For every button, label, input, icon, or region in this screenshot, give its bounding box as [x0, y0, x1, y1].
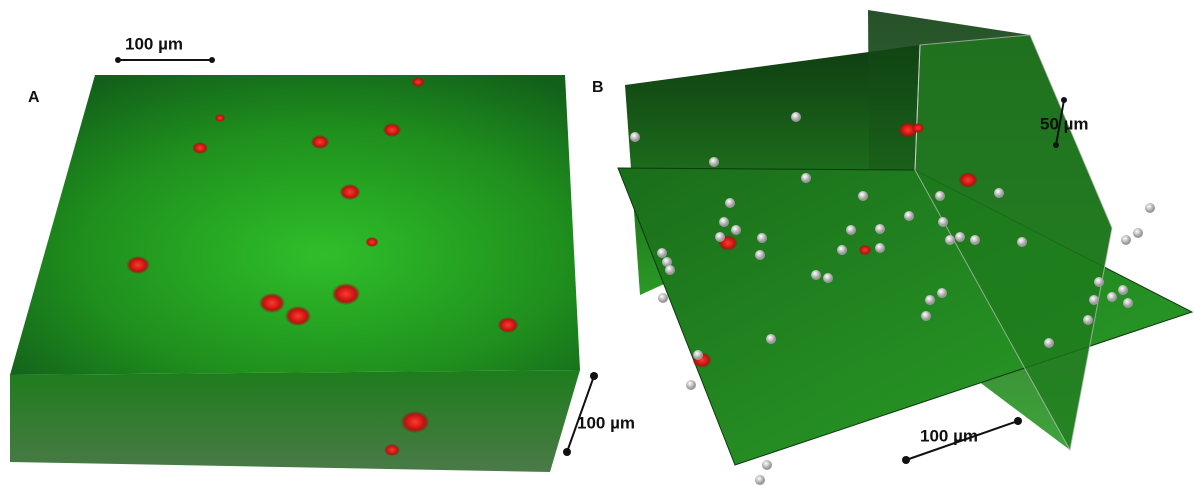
cell — [383, 123, 401, 137]
sphere — [719, 217, 729, 227]
cell — [215, 114, 225, 122]
cell — [285, 306, 311, 326]
sphere — [858, 191, 868, 201]
sphere — [837, 245, 847, 255]
sphere — [755, 475, 765, 485]
scale-bar-label: 100 µm — [577, 413, 635, 432]
sphere — [1118, 285, 1128, 295]
scale-bar-label: 100 µm — [920, 426, 978, 445]
sphere — [725, 198, 735, 208]
sphere — [935, 191, 945, 201]
sphere — [875, 243, 885, 253]
scale-bar-end — [115, 57, 121, 63]
cell — [366, 237, 379, 247]
sphere — [925, 295, 935, 305]
cell — [401, 411, 430, 433]
cell — [958, 172, 977, 188]
sphere — [1094, 277, 1104, 287]
panel-label: B — [592, 79, 604, 96]
sphere — [945, 235, 955, 245]
sphere — [1017, 237, 1027, 247]
cell — [192, 142, 208, 154]
sphere — [715, 232, 725, 242]
sphere — [921, 311, 931, 321]
sphere — [823, 273, 833, 283]
sphere — [937, 288, 947, 298]
sphere — [846, 225, 856, 235]
sphere — [791, 112, 801, 122]
scale-bar-end — [1053, 142, 1059, 148]
scale-bar-end — [563, 448, 571, 456]
sphere — [757, 233, 767, 243]
page: {"panels": [ {"label": "A", "scale_bars"… — [0, 0, 1194, 485]
sphere — [1083, 315, 1093, 325]
cell — [126, 256, 149, 274]
sphere — [762, 460, 772, 470]
scale-bar-end — [902, 456, 910, 464]
scale-bar-label: 50 µm — [1040, 114, 1089, 133]
sphere — [904, 211, 914, 221]
cell — [259, 293, 285, 313]
scale-bar-label: 100 µm — [125, 34, 183, 53]
sphere — [1121, 235, 1131, 245]
cell — [412, 77, 425, 87]
figure: 100 µm A 100 µm B 50 µm 100 µm — [0, 0, 1194, 485]
scale-bar-end — [209, 57, 215, 63]
volume-top — [10, 75, 580, 375]
sphere — [658, 293, 668, 303]
cell — [498, 317, 519, 333]
sphere — [665, 265, 675, 275]
sphere — [657, 248, 667, 258]
sphere — [1107, 292, 1117, 302]
cell — [912, 123, 925, 133]
sphere — [1089, 295, 1099, 305]
scale-bar-end — [1061, 97, 1067, 103]
sphere — [1133, 228, 1143, 238]
sphere — [875, 224, 885, 234]
panel-label: A — [28, 89, 40, 106]
sphere — [994, 188, 1004, 198]
sphere — [1145, 203, 1155, 213]
cell — [859, 245, 872, 255]
sphere — [709, 157, 719, 167]
sphere — [755, 250, 765, 260]
cell — [384, 444, 400, 456]
sphere — [731, 225, 741, 235]
sphere — [766, 334, 776, 344]
scale-bar-end — [590, 372, 598, 380]
volume-side — [10, 370, 580, 472]
sphere — [801, 173, 811, 183]
sphere — [693, 350, 703, 360]
sphere — [1123, 298, 1133, 308]
sphere — [955, 232, 965, 242]
sphere — [938, 217, 948, 227]
cell — [332, 283, 361, 305]
sphere — [686, 380, 696, 390]
sphere — [811, 270, 821, 280]
cell — [340, 184, 361, 200]
sphere — [970, 235, 980, 245]
scale-bar-end — [1014, 417, 1022, 425]
sphere — [630, 132, 640, 142]
sphere — [1044, 338, 1054, 348]
cell — [311, 135, 329, 149]
